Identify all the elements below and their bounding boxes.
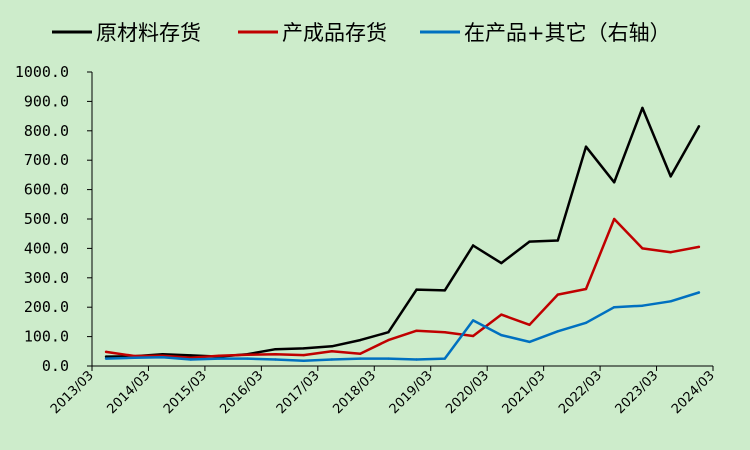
data-point [359,338,362,342]
y-tick-label: 200.0 [24,298,69,316]
data-point [443,357,446,360]
data-point [697,125,701,128]
data-point [641,247,644,250]
data-point [443,289,446,292]
data-point [584,145,588,148]
data-point [669,251,672,254]
y-tick-label: 100.0 [24,328,69,346]
legend-label-1: 产成品存货 [282,21,387,45]
data-point [302,347,305,350]
data-point [387,357,390,360]
data-point [359,352,362,355]
y-tick-label: 1000.0 [15,63,69,81]
x-tick-label: 2018/03 [330,368,379,417]
data-point [104,357,108,360]
data-point [584,287,588,291]
y-tick-label: 500.0 [24,210,69,228]
data-point [443,331,446,334]
x-tick-label: 2023/03 [613,368,662,417]
x-tick-label: 2020/03 [443,368,492,417]
data-point [359,357,362,360]
data-point [302,359,305,362]
data-point [528,240,531,243]
x-tick-label: 2017/03 [274,368,323,417]
x-tick-label: 2019/03 [387,368,436,417]
data-point [528,323,531,326]
data-point [500,333,503,337]
data-point [133,356,136,359]
data-point [217,357,221,360]
data-point [500,313,503,316]
data-point [613,306,616,309]
data-point [556,330,559,333]
data-point [471,319,475,322]
data-point [641,304,644,307]
y-tick-label: 700.0 [24,151,69,169]
y-tick-label: 600.0 [24,181,69,199]
data-point [669,175,672,178]
data-point [274,358,277,361]
x-axis: 2013/03 2014/03 2015/03 2016/03 2017/03 2018/… [48,365,718,417]
plot-lines [104,106,701,362]
x-tick-label: 2013/03 [48,368,97,417]
data-point [471,244,475,247]
data-point [584,321,588,324]
data-point [415,288,418,291]
data-point [528,340,531,344]
data-point [641,106,644,110]
x-tick-label: 2022/03 [556,368,605,417]
data-point [161,356,164,359]
x-tick-label: 2014/03 [104,368,153,417]
y-tick-label: 400.0 [24,239,69,257]
data-point [246,357,249,360]
series-line-2 [104,291,701,362]
y-axis: 0.0 100.0 200.0 300.0 400.0 500.0 600.0 700.0 80… [15,63,93,375]
data-point [330,358,334,361]
data-point [697,245,701,249]
data-point [274,348,277,351]
data-point [189,354,192,357]
data-point [471,334,475,338]
data-point [613,217,616,221]
data-point [246,353,249,356]
x-tick-label: 2015/03 [161,368,210,417]
data-point [330,350,334,353]
y-tick-label: 900.0 [24,92,69,110]
legend-label-2: 在产品+其它（右轴） [464,21,671,45]
data-point [104,350,108,354]
data-point [302,353,305,357]
data-point [189,358,192,361]
data-point [697,291,701,294]
data-point [104,355,108,358]
data-point [556,293,559,296]
legend-label-0: 原材料存货 [96,21,201,45]
data-point [387,331,390,334]
data-point [415,329,418,332]
data-point [556,239,559,242]
series-line-1 [104,217,701,360]
data-point [415,358,418,361]
data-point [330,345,334,348]
data-point [613,181,616,184]
data-point [274,353,277,356]
x-tick-label: 2021/03 [500,368,549,417]
y-tick-label: 0.0 [42,357,69,375]
data-point [387,338,390,342]
y-tick-label: 300.0 [24,269,69,287]
y-tick-label: 800.0 [24,122,69,140]
data-point [500,261,503,265]
x-tick-label: 2024/03 [669,368,718,417]
x-tick-label: 2016/03 [217,368,266,417]
legend: 原材料存货 产成品存货 在产品+其它（右轴） [52,21,671,45]
data-point [217,354,221,357]
data-point [669,300,672,303]
